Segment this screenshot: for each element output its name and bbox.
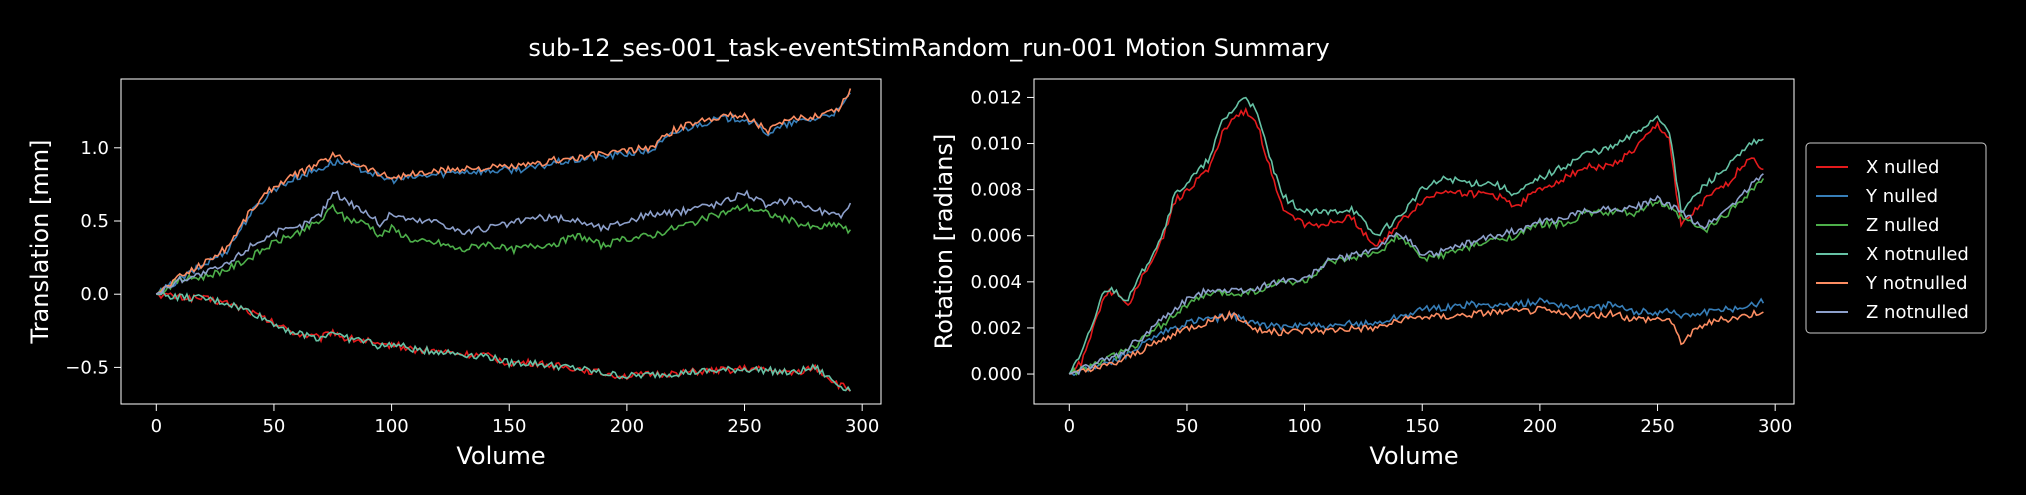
legend-label-x-nulled: X nulled: [1866, 157, 1939, 178]
x-tick-label: 150: [1405, 416, 1439, 437]
y-tick-label: 0.006: [970, 226, 1022, 247]
x-tick-label: 250: [1640, 416, 1674, 437]
legend-box: [1805, 142, 1987, 334]
legend-label-y-nulled: Y nulled: [1865, 186, 1938, 207]
x-tick-label: 0: [151, 416, 162, 437]
x-tick-label: 100: [374, 416, 408, 437]
y-tick-label: 0.0: [80, 284, 109, 305]
x-tick-label: 300: [1758, 416, 1792, 437]
series-line-z-notnulled: [1069, 173, 1764, 376]
series-line-y-notnulled: [1069, 305, 1764, 375]
y-tick-label: 0.012: [970, 87, 1022, 108]
y-axis-label: Rotation [radians]: [930, 134, 958, 350]
y-tick-label: 0.010: [970, 134, 1022, 155]
y-tick-label: 0.5: [80, 211, 109, 232]
y-tick-label: 0.002: [970, 318, 1022, 339]
series-lines: [155, 88, 852, 392]
x-tick-label: 50: [262, 416, 285, 437]
x-axis-label: Volume: [456, 442, 545, 470]
series-line-y-notnulled: [155, 88, 852, 295]
x-tick-label: 200: [610, 416, 644, 437]
series-line-x-notnulled: [1068, 96, 1764, 375]
legend: X nulled Y nulled Z nulled X notnulled Y not…: [1805, 142, 1987, 334]
y-tick-label: 0.000: [970, 364, 1022, 385]
series-line-x-nulled: [156, 292, 851, 392]
y-tick-label: −0.5: [65, 357, 109, 378]
x-tick-label: 0: [1064, 416, 1075, 437]
legend-label-z-notnulled: Z notnulled: [1866, 302, 1969, 323]
axes-frame: [120, 78, 882, 405]
x-tick-label: 250: [727, 416, 761, 437]
x-tick-label: 100: [1287, 416, 1321, 437]
translation-chart: 0 50 100 150 200 250 300 −0.5 0.0 0.5 1.0 Volume Tra…: [26, 78, 882, 470]
y-axis-label: Translation [mm]: [26, 140, 54, 345]
legend-label-x-notnulled: X notnulled: [1866, 244, 1969, 265]
series-line-z-nulled: [155, 202, 852, 295]
series-line-x-notnulled: [156, 291, 852, 392]
y-tick-label: 0.008: [970, 180, 1022, 201]
x-tick-label: 200: [1523, 416, 1557, 437]
x-tick-label: 150: [492, 416, 526, 437]
axes-frame: [1033, 78, 1795, 405]
series-line-z-notnulled: [155, 189, 852, 295]
x-tick-label: 300: [845, 416, 879, 437]
legend-label-z-nulled: Z nulled: [1866, 215, 1939, 236]
legend-label-y-notnulled: Y notnulled: [1865, 273, 1968, 294]
series-lines: [1068, 96, 1765, 377]
series-line-y-nulled: [1069, 297, 1765, 377]
figure-title: sub-12_ses-001_task-eventStimRandom_run-…: [528, 34, 1329, 62]
rotation-chart: 0 50 100 150 200 250 300 0.000 0.002 0.004 0.006 0.…: [930, 78, 1795, 470]
y-tick-label: 0.004: [970, 272, 1022, 293]
y-tick-label: 1.0: [80, 138, 109, 159]
x-axis-label: Volume: [1369, 442, 1458, 470]
x-tick-label: 50: [1175, 416, 1198, 437]
series-line-x-nulled: [1068, 106, 1764, 375]
